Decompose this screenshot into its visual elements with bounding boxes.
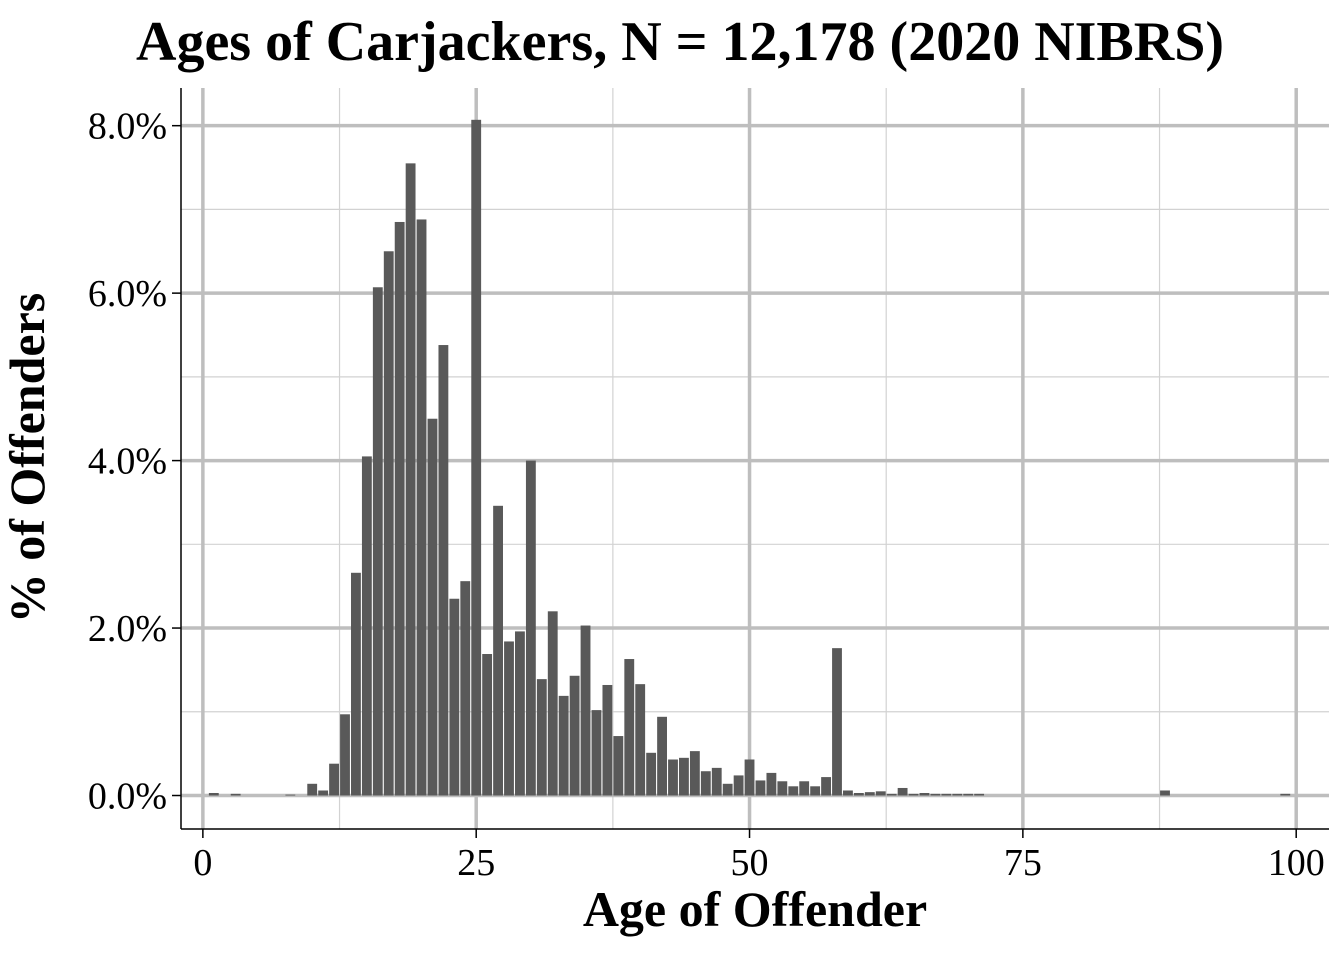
x-tick-label: 75 xyxy=(1004,842,1042,884)
bar xyxy=(853,792,864,796)
bar xyxy=(646,752,657,796)
bar xyxy=(351,572,361,796)
bar xyxy=(427,418,438,796)
y-tick-label: 6.0% xyxy=(88,273,167,315)
bar xyxy=(504,641,514,796)
x-tick-label: 50 xyxy=(731,842,769,884)
bar xyxy=(941,793,952,796)
tick-labels: 0.0% 2.0% 4.0% 6.0% 8.0% 0 25 50 75 100 xyxy=(88,106,1325,884)
bar xyxy=(569,675,580,796)
bar xyxy=(208,792,219,796)
bar xyxy=(908,793,919,796)
bar xyxy=(438,345,449,796)
bar xyxy=(657,716,667,796)
y-tick-label: 4.0% xyxy=(88,441,167,483)
bar xyxy=(613,736,624,796)
bar xyxy=(635,684,646,796)
bar xyxy=(711,767,722,796)
grid-lines xyxy=(181,88,1329,829)
bar xyxy=(416,219,427,796)
bar xyxy=(329,763,339,796)
bar xyxy=(405,163,416,796)
bar xyxy=(843,790,853,796)
bars xyxy=(208,119,1291,796)
y-tick-label: 2.0% xyxy=(88,608,167,650)
bar xyxy=(689,751,700,796)
bar xyxy=(952,793,963,796)
bar xyxy=(832,648,842,796)
bar xyxy=(580,625,591,796)
bar xyxy=(340,714,350,796)
x-axis-title: Age of Offender xyxy=(583,881,927,937)
bar xyxy=(383,251,394,796)
bar xyxy=(449,598,460,796)
bar xyxy=(810,786,821,796)
bar xyxy=(875,791,886,796)
bar xyxy=(744,759,755,796)
bar xyxy=(624,659,635,796)
bar xyxy=(394,221,405,796)
bar xyxy=(515,631,525,796)
bar xyxy=(799,781,810,796)
bar xyxy=(230,793,241,796)
bar xyxy=(482,654,493,796)
bar xyxy=(777,781,788,796)
bar xyxy=(536,679,547,796)
bar xyxy=(679,757,689,796)
bar xyxy=(318,790,329,796)
bar xyxy=(1280,793,1291,796)
bar xyxy=(886,793,897,796)
bar xyxy=(471,119,482,796)
bar xyxy=(307,783,318,796)
axes xyxy=(180,88,1329,830)
y-tick-label: 8.0% xyxy=(88,106,167,148)
bar xyxy=(285,794,296,796)
bar xyxy=(963,793,974,796)
bar xyxy=(1160,790,1170,796)
bar xyxy=(372,287,383,796)
bar xyxy=(821,777,831,796)
chart-title: Ages of Carjackers, N = 12,178 (2020 NIB… xyxy=(136,11,1224,73)
bar xyxy=(493,505,503,796)
bar xyxy=(558,695,569,796)
bar xyxy=(700,771,711,796)
y-axis-title: % of Offenders xyxy=(0,293,55,624)
bar xyxy=(361,456,372,796)
bar xyxy=(733,775,744,796)
bar xyxy=(525,460,536,796)
x-tick-label: 0 xyxy=(193,842,212,884)
bar xyxy=(897,787,908,796)
bar xyxy=(547,611,558,796)
bar xyxy=(788,786,799,796)
bar xyxy=(668,759,678,796)
y-tick-label: 0.0% xyxy=(88,776,167,818)
bar xyxy=(722,783,733,796)
bar xyxy=(930,793,941,796)
x-tick-label: 25 xyxy=(457,842,495,884)
bar xyxy=(919,792,930,796)
bar xyxy=(974,793,985,796)
bar xyxy=(602,684,613,796)
bar xyxy=(766,772,777,796)
bar xyxy=(460,581,471,796)
bar xyxy=(591,710,602,796)
bar xyxy=(864,792,875,796)
x-tick-label: 100 xyxy=(1268,842,1325,884)
bar xyxy=(755,780,766,796)
